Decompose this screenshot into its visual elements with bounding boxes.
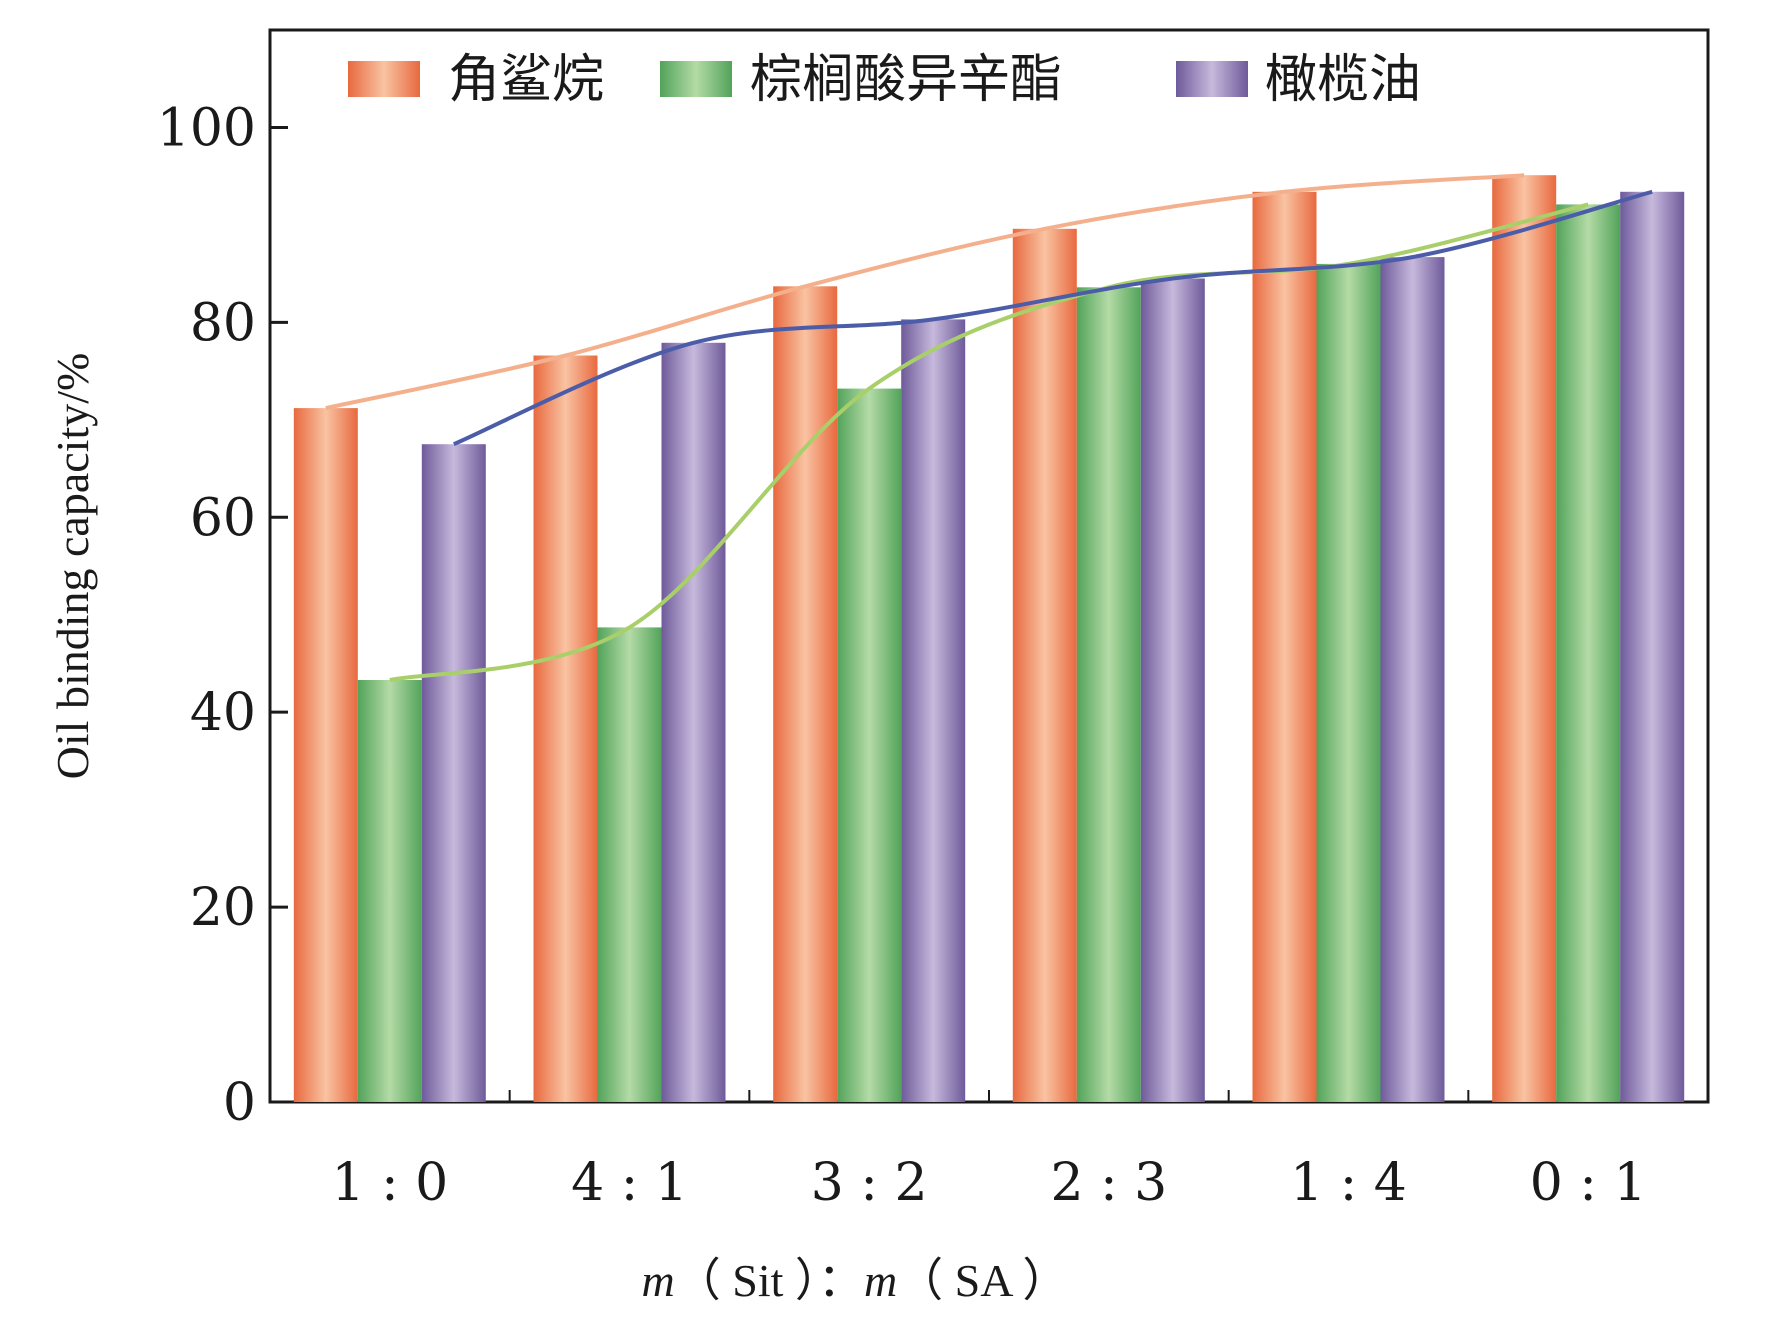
x-tick-label-3: 3 : 2 [811, 1153, 928, 1213]
y-axis-title: Oil binding capacity/% [47, 353, 98, 780]
x-axis-title-var2: m [864, 1255, 897, 1306]
y-tick-label-40: 40 [190, 683, 256, 743]
bar-isooctyl-palmitate-5 [1316, 263, 1381, 1102]
x-axis-title-part1: （ Sit ）： [675, 1255, 864, 1306]
bar-squalane-5 [1252, 191, 1317, 1103]
x-tick-label-5: 1 : 4 [1290, 1153, 1407, 1213]
bar-isooctyl-palmitate-4 [1076, 287, 1141, 1102]
bar-isooctyl-palmitate-1 [357, 680, 422, 1102]
bar-squalane-3 [773, 286, 838, 1102]
bars-layer [293, 175, 1685, 1103]
y-tick-label-0: 0 [223, 1073, 256, 1133]
bar-squalane-6 [1492, 175, 1557, 1102]
bar-olive-oil-6 [1620, 191, 1685, 1103]
x-axis-title: m（ Sit ）：m（ SA ） [642, 1255, 1069, 1306]
bar-squalane-1 [293, 408, 358, 1103]
bar-squalane-4 [1012, 228, 1077, 1103]
bar-isooctyl-palmitate-3 [837, 388, 902, 1103]
legend-swatch-squalane [348, 61, 420, 97]
bar-olive-oil-3 [901, 319, 966, 1102]
legend-swatch-isooctyl-palmitate [660, 61, 732, 97]
y-tick-label-20: 20 [190, 878, 256, 938]
legend-swatch-olive-oil [1176, 61, 1248, 97]
x-tick-label-1: 1 : 0 [331, 1153, 448, 1213]
x-tick-label-2: 4 : 1 [571, 1153, 688, 1213]
trend-line-squalane [325, 173, 1525, 411]
legend: 角鲨烷 棕榈酸异辛酯 橄榄油 [348, 50, 1421, 110]
bar-squalane-2 [533, 355, 598, 1102]
x-tick-label-6: 0 : 1 [1530, 1153, 1647, 1213]
bar-olive-oil-2 [661, 342, 726, 1102]
trend-lines-layer [325, 173, 1653, 682]
x-tick-label-4: 2 : 3 [1050, 1153, 1167, 1213]
bar-olive-oil-4 [1140, 278, 1205, 1102]
bar-olive-oil-5 [1380, 257, 1445, 1103]
bar-isooctyl-palmitate-6 [1556, 204, 1621, 1102]
x-axis-title-part2: （ SA ） [897, 1255, 1068, 1306]
trend-line-isooctyl-palmitate [389, 202, 1589, 682]
bar-isooctyl-palmitate-2 [597, 627, 662, 1102]
legend-label-olive-oil: 橄榄油 [1265, 50, 1421, 110]
y-axis: 0 20 40 60 80 100 [157, 98, 288, 1133]
y-tick-label-100: 100 [157, 98, 256, 158]
x-axis: 1 : 0 4 : 1 3 : 2 2 : 3 1 : 4 0 : 1 [331, 1090, 1647, 1213]
y-tick-label-80: 80 [190, 293, 256, 353]
trend-line-olive-oil [453, 189, 1653, 447]
legend-label-isooctyl-palmitate: 棕榈酸异辛酯 [750, 50, 1062, 110]
y-tick-label-60: 60 [190, 488, 256, 548]
x-axis-title-var1: m [642, 1255, 675, 1306]
bar-olive-oil-1 [421, 444, 486, 1102]
legend-label-squalane: 角鲨烷 [448, 50, 604, 110]
